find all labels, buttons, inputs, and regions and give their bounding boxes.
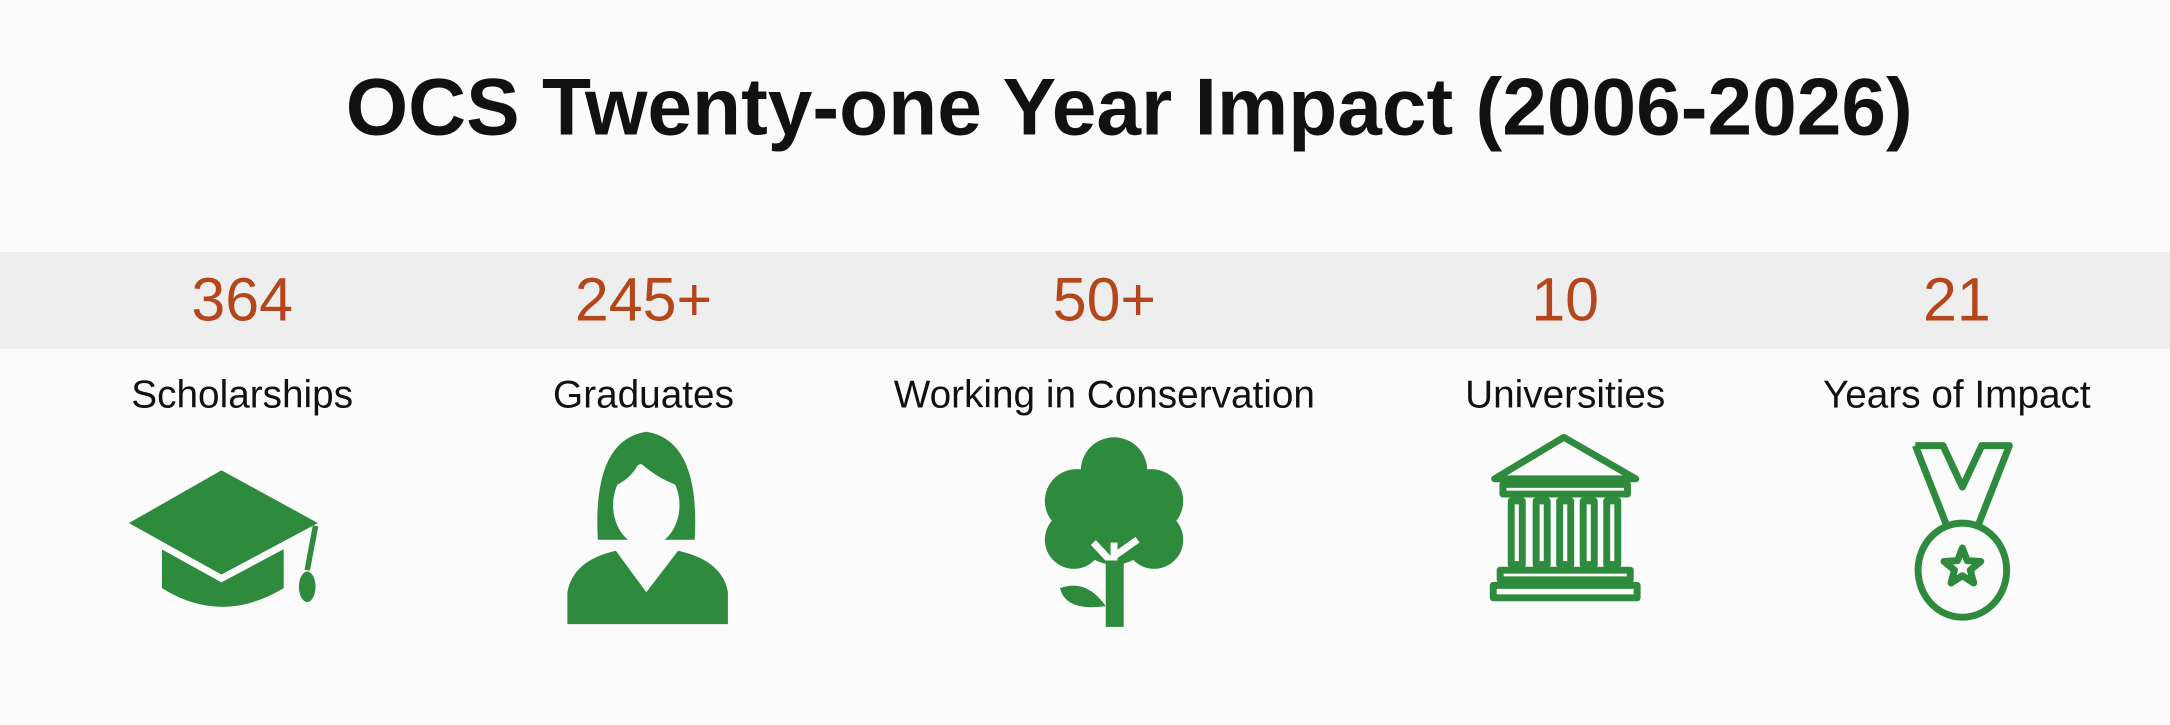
medal-icon <box>1912 442 2013 621</box>
building-column <box>1603 497 1622 569</box>
stat-label: Working in Conservation <box>894 373 1315 416</box>
building-icon <box>1489 433 1641 602</box>
building-column <box>1556 497 1575 569</box>
stat-label: Graduates <box>553 373 734 416</box>
stat-label: Universities <box>1465 373 1665 416</box>
stat-value: 245+ <box>575 266 712 334</box>
person-body <box>567 550 728 625</box>
medal-disc <box>1914 519 2011 621</box>
building-column <box>1532 497 1551 569</box>
person-bangs <box>610 451 684 488</box>
building-entablature <box>1499 480 1631 498</box>
cap-tassel-cord <box>304 525 319 571</box>
tree-sprout <box>1060 585 1106 608</box>
building-base <box>1489 581 1641 602</box>
stat-value: 10 <box>1531 266 1599 334</box>
person-face <box>613 463 680 547</box>
building-column <box>1579 497 1598 569</box>
medal-ribbon <box>1912 444 1949 525</box>
stat-label: Scholarships <box>131 373 353 416</box>
building-roof <box>1491 433 1640 483</box>
title: OCS Twenty-one Year Impact (2006-2026) <box>346 63 1913 153</box>
cap-top <box>114 462 333 583</box>
stat-band <box>0 251 2170 349</box>
building-column <box>1507 497 1526 569</box>
stat-label: Years of Impact <box>1823 373 2091 416</box>
medal-star <box>1940 544 1985 587</box>
building-step <box>1496 566 1634 584</box>
graduation-cap-icon <box>114 462 333 607</box>
cap-tassel <box>298 571 316 602</box>
person-icon <box>567 431 728 625</box>
tree-icon <box>1044 437 1184 627</box>
stat-value: 21 <box>1923 266 1991 334</box>
stat-value: 50+ <box>1053 266 1156 334</box>
tree-trunk <box>1105 560 1124 627</box>
stat-value: 364 <box>191 266 293 334</box>
medal-ribbon <box>1915 442 2013 525</box>
